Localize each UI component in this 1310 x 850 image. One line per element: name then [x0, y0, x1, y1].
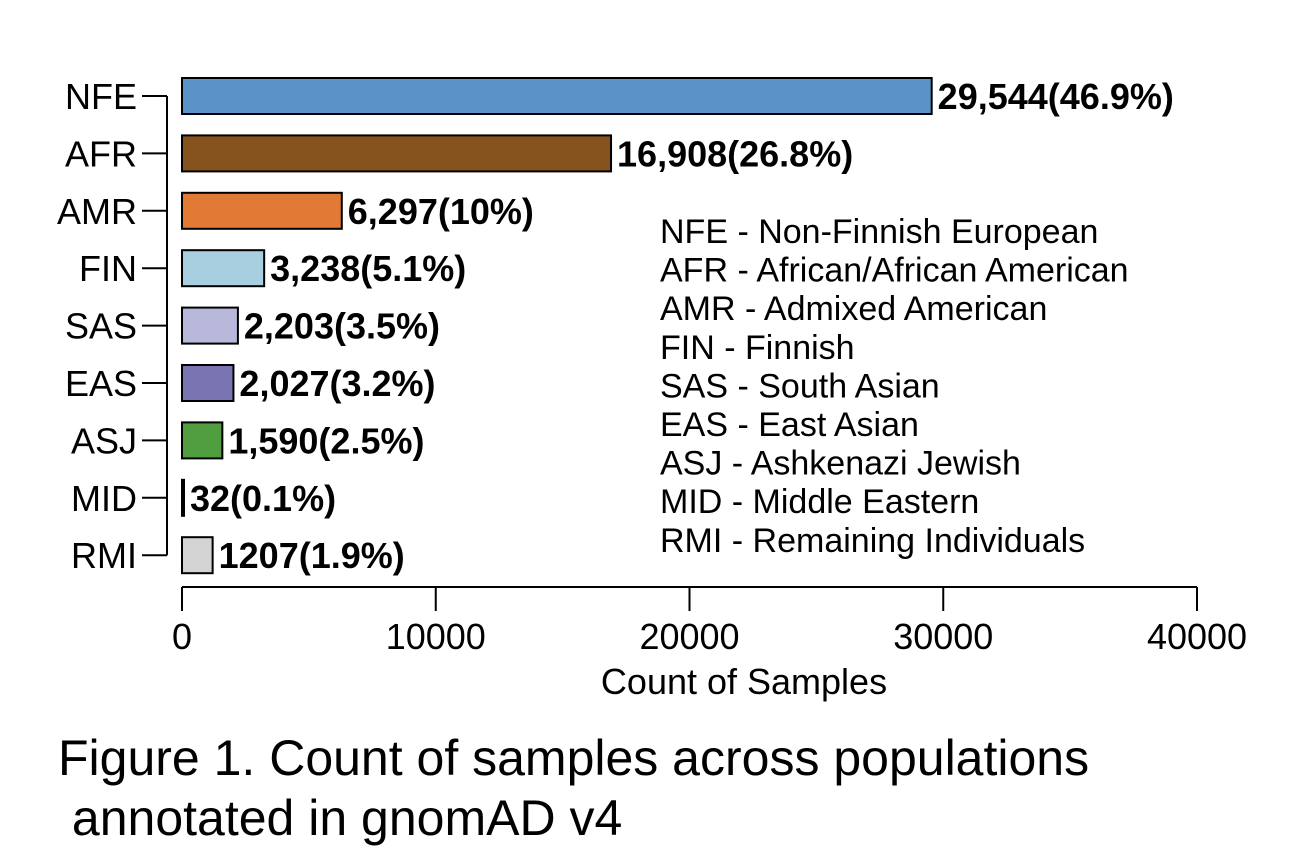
data-label: 16,908(26.8%): [617, 133, 853, 174]
x-tick-label: 30000: [893, 616, 993, 657]
x-axis: 0 10000 20000 30000 40000: [172, 586, 1247, 657]
y-tick-label: AMR: [57, 191, 137, 232]
x-tick-label: 10000: [386, 616, 486, 657]
legend-entry: NFE - Non-Finnish European: [660, 213, 1098, 251]
y-tick-label: EAS: [65, 363, 137, 404]
x-axis-title: Count of Samples: [601, 661, 887, 702]
y-tick-label: AFR: [65, 133, 137, 174]
data-label: 32(0.1%): [190, 478, 336, 519]
legend-entry: AFR - African/African American: [660, 252, 1129, 290]
legend-entry: MID - Middle Eastern: [660, 483, 979, 521]
data-label: 3,238(5.1%): [270, 248, 466, 289]
bar-asj: [181, 421, 224, 460]
bar-amr: [181, 191, 343, 230]
bar-afr: [181, 134, 613, 173]
data-label: 29,544(46.9%): [938, 76, 1174, 117]
x-tick-label: 40000: [1147, 616, 1247, 657]
x-tick-label: 0: [172, 616, 192, 657]
data-label: 2,203(3.5%): [244, 306, 440, 347]
bar-chart: NFE AFR AMR FIN SAS EAS ASJ MID RMI 29,544(46.9%…: [57, 76, 1247, 702]
data-label: 2,027(3.2%): [239, 363, 435, 404]
legend-entry: FIN - Finnish: [660, 329, 855, 367]
legend-entry: SAS - South Asian: [660, 367, 940, 405]
bar-eas: [181, 364, 235, 402]
bar-rmi: [181, 536, 214, 575]
legend-entry: ASJ - Ashkenazi Jewish: [660, 445, 1021, 483]
data-label: 1207(1.9%): [219, 535, 405, 576]
data-label: 6,297(10%): [348, 191, 534, 232]
x-tick-label: 20000: [639, 616, 739, 657]
bars: 29,544(46.9%) 16,908(26.8%) 6,297(10%) 3,23…: [181, 76, 1174, 576]
bar-sas: [181, 306, 239, 345]
y-tick-label: RMI: [71, 535, 137, 576]
legend-entry: RMI - Remaining Individuals: [660, 522, 1085, 560]
y-tick-label: SAS: [65, 306, 137, 347]
legend-entry: EAS - East Asian: [660, 406, 919, 444]
y-tick-label: NFE: [65, 76, 137, 117]
y-tick-label: MID: [71, 478, 137, 519]
data-label: 1,590(2.5%): [228, 420, 424, 461]
figure-caption: Figure 1. Count of samples across popula…: [58, 730, 1090, 846]
y-tick-label: FIN: [79, 248, 137, 289]
y-tick-label: ASJ: [71, 420, 137, 461]
legend-entry: AMR - Admixed American: [660, 290, 1047, 328]
bar-nfe: [181, 77, 933, 115]
bar-fin: [181, 249, 266, 288]
y-axis: NFE AFR AMR FIN SAS EAS ASJ MID RMI: [57, 76, 168, 576]
bar-mid: [181, 478, 185, 517]
